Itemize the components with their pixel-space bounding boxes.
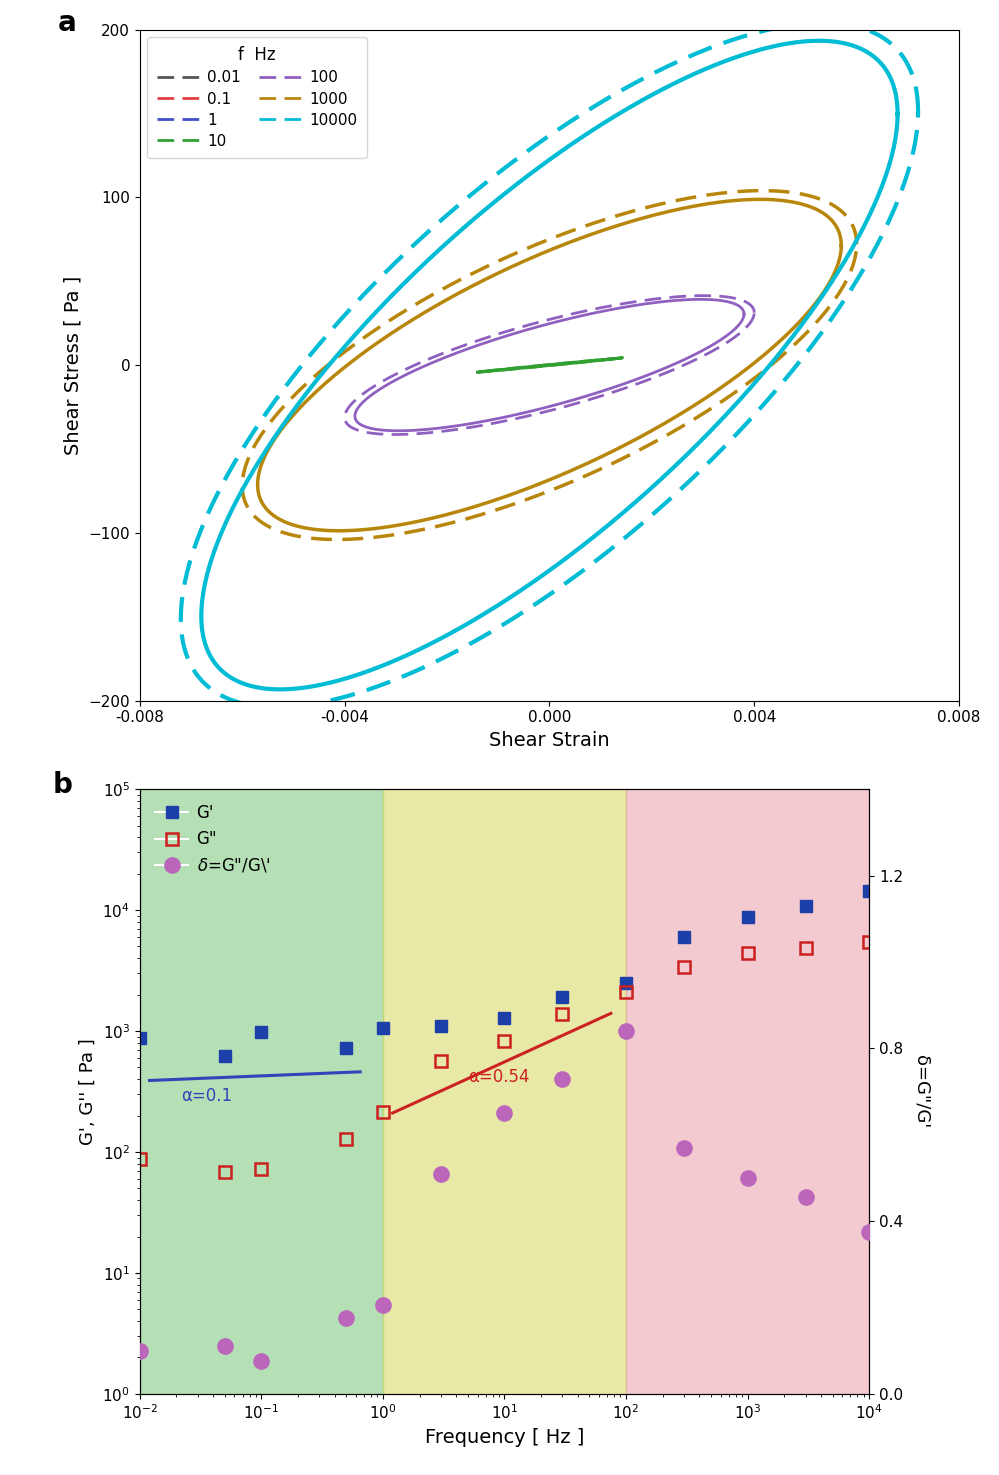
Bar (140, 789, 383, 1394)
Y-axis label: Shear Stress [ Pa ]: Shear Stress [ Pa ] (64, 276, 83, 454)
Bar (383, 789, 626, 1394)
Text: α=0.1: α=0.1 (182, 1087, 233, 1105)
Legend: G', G", $\delta$=G"/G\': G', G", $\delta$=G"/G\' (148, 798, 277, 882)
X-axis label: Frequency [ Hz ]: Frequency [ Hz ] (425, 1428, 584, 1447)
X-axis label: Shear Strain: Shear Strain (490, 732, 609, 749)
Y-axis label: G', G'' [ Pa ]: G', G'' [ Pa ] (79, 1038, 97, 1145)
Text: α=0.54: α=0.54 (468, 1068, 529, 1086)
Legend: 0.01, 0.1, 1, 10, 100, 1000, 10000: 0.01, 0.1, 1, 10, 100, 1000, 10000 (148, 37, 367, 158)
Y-axis label: δ=G"/G': δ=G"/G' (913, 1055, 931, 1128)
Text: a: a (58, 9, 77, 37)
Text: b: b (52, 771, 72, 799)
Bar (626, 789, 869, 1394)
